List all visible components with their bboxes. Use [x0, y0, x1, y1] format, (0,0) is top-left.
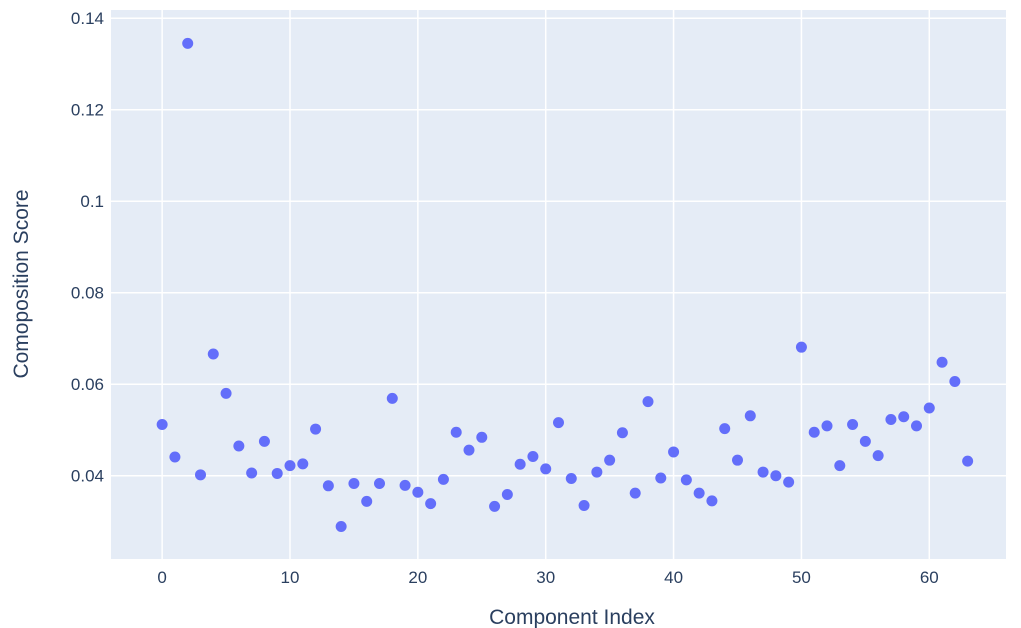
data-point: [386, 392, 398, 404]
data-point: [732, 454, 743, 466]
data-point: [195, 469, 206, 481]
x-tick-label: 50: [792, 568, 811, 587]
y-tick-label: 0.1: [80, 192, 104, 211]
data-point: [629, 487, 641, 499]
data-point: [847, 418, 859, 430]
data-point: [476, 431, 488, 443]
data-point: [872, 450, 884, 462]
data-point: [859, 435, 871, 447]
data-point: [949, 375, 961, 387]
y-axis-title: Comoposition Score: [10, 189, 33, 378]
data-point: [450, 426, 462, 438]
y-tick-label: 0.04: [71, 467, 104, 486]
data-points: [156, 37, 974, 533]
data-point: [783, 476, 795, 488]
data-point: [604, 454, 616, 466]
data-point: [463, 444, 475, 456]
data-point: [923, 402, 935, 414]
data-point: [310, 423, 322, 435]
data-point: [246, 467, 258, 479]
data-point: [591, 466, 603, 478]
data-point: [680, 474, 692, 486]
data-point: [770, 470, 782, 482]
data-point: [795, 341, 807, 353]
data-point: [668, 446, 680, 458]
data-point: [834, 460, 846, 472]
data-point: [169, 451, 181, 463]
x-tick-label: 0: [157, 568, 166, 587]
data-point: [437, 473, 449, 485]
data-point: [616, 427, 628, 439]
data-point: [258, 435, 270, 447]
x-tick-label: 10: [281, 568, 300, 587]
grid-lines: [111, 10, 1006, 559]
data-point: [744, 410, 756, 422]
y-tick-label: 0.08: [71, 284, 104, 303]
data-point: [322, 480, 334, 492]
data-point: [335, 521, 347, 533]
data-point: [156, 418, 168, 430]
data-point: [693, 487, 705, 499]
y-tick-label: 0.14: [71, 9, 104, 28]
data-point: [361, 495, 373, 507]
data-point: [936, 356, 948, 368]
data-point: [706, 495, 718, 507]
data-point: [821, 420, 833, 432]
data-point: [220, 387, 232, 399]
x-tick-label: 30: [536, 568, 555, 587]
data-point: [642, 396, 654, 408]
data-point: [898, 411, 910, 423]
data-point: [207, 348, 219, 360]
data-point: [757, 466, 769, 478]
y-tick-label: 0.12: [71, 101, 104, 120]
x-tick-label: 60: [920, 568, 939, 587]
data-point: [297, 458, 309, 470]
data-point: [527, 451, 539, 463]
x-tick-label: 20: [408, 568, 427, 587]
x-tick-label: 40: [664, 568, 683, 587]
tick-labels: 0 10 20 30 40 50 60 0.04 0.06 0.08 0.1 0.12 0.14: [71, 9, 939, 587]
data-point: [553, 417, 564, 429]
y-tick-label: 0.06: [71, 375, 104, 394]
data-point: [962, 455, 974, 467]
data-point: [719, 423, 731, 435]
data-point: [425, 498, 437, 510]
data-point: [514, 458, 526, 470]
data-point: [540, 463, 552, 475]
data-point: [885, 413, 897, 425]
data-point: [182, 37, 194, 49]
data-point: [489, 500, 501, 512]
data-point: [271, 467, 283, 479]
data-point: [578, 499, 590, 511]
plot-background: [111, 10, 1006, 559]
data-point: [233, 440, 245, 452]
x-axis-title: Component Index: [489, 606, 655, 628]
data-point: [808, 426, 820, 438]
data-point: [399, 479, 411, 491]
data-point: [348, 478, 360, 490]
data-point: [374, 478, 385, 490]
data-point: [284, 460, 296, 472]
data-point: [655, 472, 667, 484]
data-point: [911, 420, 922, 432]
data-point: [501, 488, 513, 500]
data-point: [565, 472, 577, 484]
data-point: [412, 486, 424, 498]
